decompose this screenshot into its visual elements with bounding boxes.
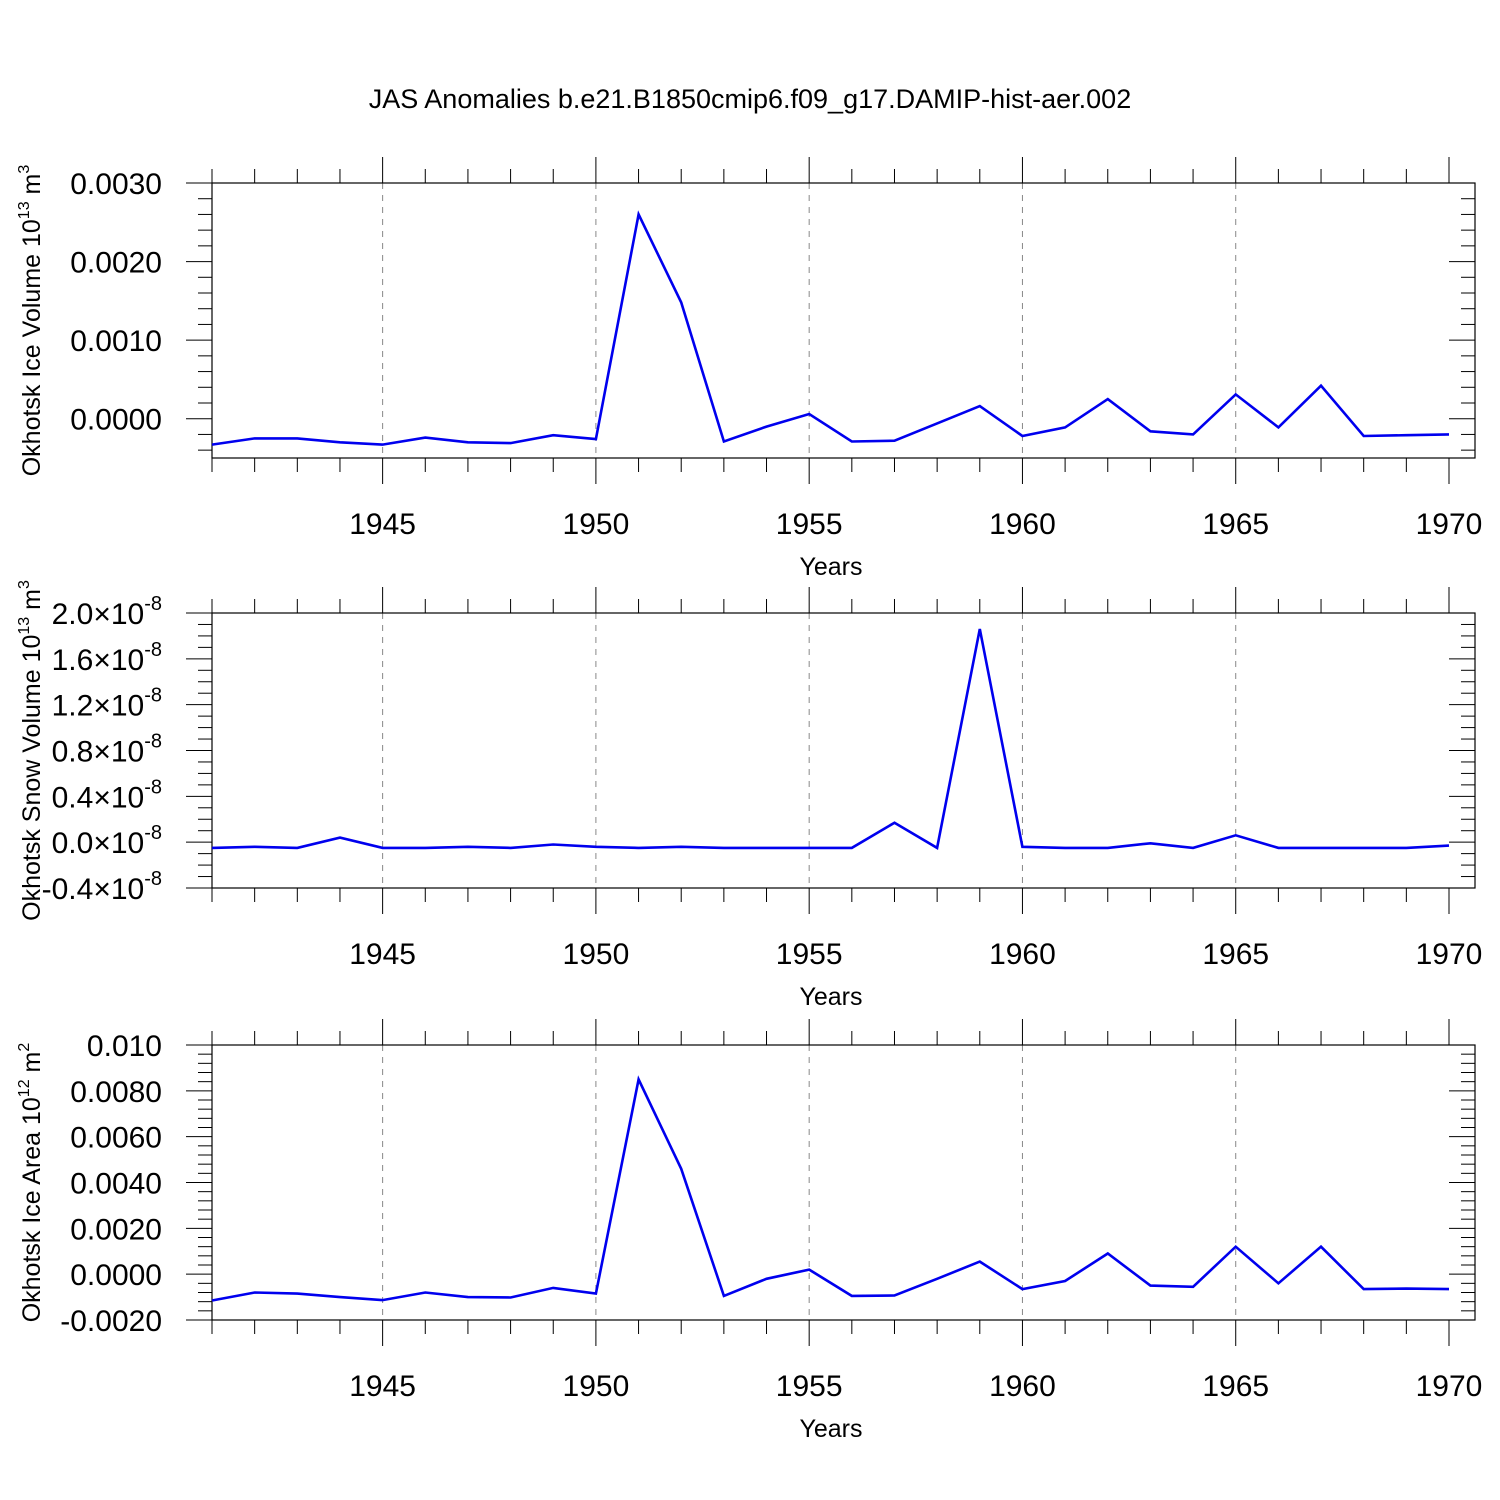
x-tick-label: 1970 <box>1416 508 1483 541</box>
y-tick-label: 0.010 <box>87 1030 162 1063</box>
x-tick-label: 1965 <box>1202 1370 1269 1403</box>
x-tick-label: 1955 <box>776 508 843 541</box>
plot-frame <box>211 182 1476 459</box>
x-tick-label: 1950 <box>563 508 630 541</box>
x-tick-label: 1965 <box>1202 508 1269 541</box>
panels-group: 1945 1950 1955 1960 1965 1970 Years 0.0000 0.001… <box>16 157 1482 1443</box>
x-axis-title: Years <box>799 553 862 581</box>
x-tick-label: 1970 <box>1416 1370 1483 1403</box>
y-tick-label: 0.4×10-8 <box>52 776 162 814</box>
x-tick-label: 1945 <box>349 508 416 541</box>
y-tick-label: 0.0060 <box>70 1122 162 1155</box>
x-tick-label: 1955 <box>776 938 843 971</box>
x-tick-label: 1950 <box>563 938 630 971</box>
y-tick-label: 0.0020 <box>70 1213 162 1246</box>
x-tick-label: 1950 <box>563 1370 630 1403</box>
y-tick-label: 1.6×10-8 <box>52 639 162 677</box>
y-axis-title: Okhotsk Snow Volume 1013 m3 <box>16 580 46 921</box>
y-tick-label: 0.0040 <box>70 1168 162 1201</box>
y-tick-label: 0.0×10-8 <box>52 822 162 860</box>
y-tick-label: 0.0020 <box>70 247 162 280</box>
y-axis-title: Okhotsk Ice Area 1012 m2 <box>16 1043 46 1323</box>
y-tick-label: -0.0020 <box>60 1305 162 1338</box>
series-line-1 <box>211 210 1450 446</box>
figure-title: JAS Anomalies b.e21.B1850cmip6.f09_g17.D… <box>369 84 1131 114</box>
y-tick-label: -0.4×10-8 <box>42 868 162 906</box>
series-line-3 <box>211 1075 1450 1302</box>
x-tick-label: 1965 <box>1202 938 1269 971</box>
x-tick-label: 1960 <box>989 508 1056 541</box>
x-tick-label: 1945 <box>349 938 416 971</box>
x-axis-title: Years <box>799 1415 862 1443</box>
x-tick-label: 1955 <box>776 1370 843 1403</box>
y-tick-label: 0.0080 <box>70 1076 162 1109</box>
y-axis-title: Okhotsk Ice Volume 1013 m3 <box>16 165 46 477</box>
series-line-2 <box>211 628 1450 850</box>
x-axis-title: Years <box>799 983 862 1011</box>
panel-3: 1945 1950 1955 1960 1965 1970 Years -0.0020 0.00… <box>16 1019 1482 1443</box>
panel-2: 1945 1950 1955 1960 1965 1970 Years -0.4×10-8 0.… <box>16 580 1482 1011</box>
x-tick-label: 1970 <box>1416 938 1483 971</box>
x-tick-label: 1960 <box>989 938 1056 971</box>
y-tick-label: 1.2×10-8 <box>52 685 162 723</box>
y-tick-label: 2.0×10-8 <box>52 593 162 631</box>
x-tick-label: 1945 <box>349 1370 416 1403</box>
panel-1: 1945 1950 1955 1960 1965 1970 Years 0.0000 0.001… <box>16 157 1482 581</box>
y-tick-label: 0.0010 <box>70 325 162 358</box>
y-tick-label: 0.0000 <box>70 404 162 437</box>
y-tick-label: 0.0000 <box>70 1259 162 1292</box>
x-tick-label: 1960 <box>989 1370 1056 1403</box>
y-tick-label: 0.8×10-8 <box>52 731 162 769</box>
y-tick-label: 0.0030 <box>70 168 162 201</box>
